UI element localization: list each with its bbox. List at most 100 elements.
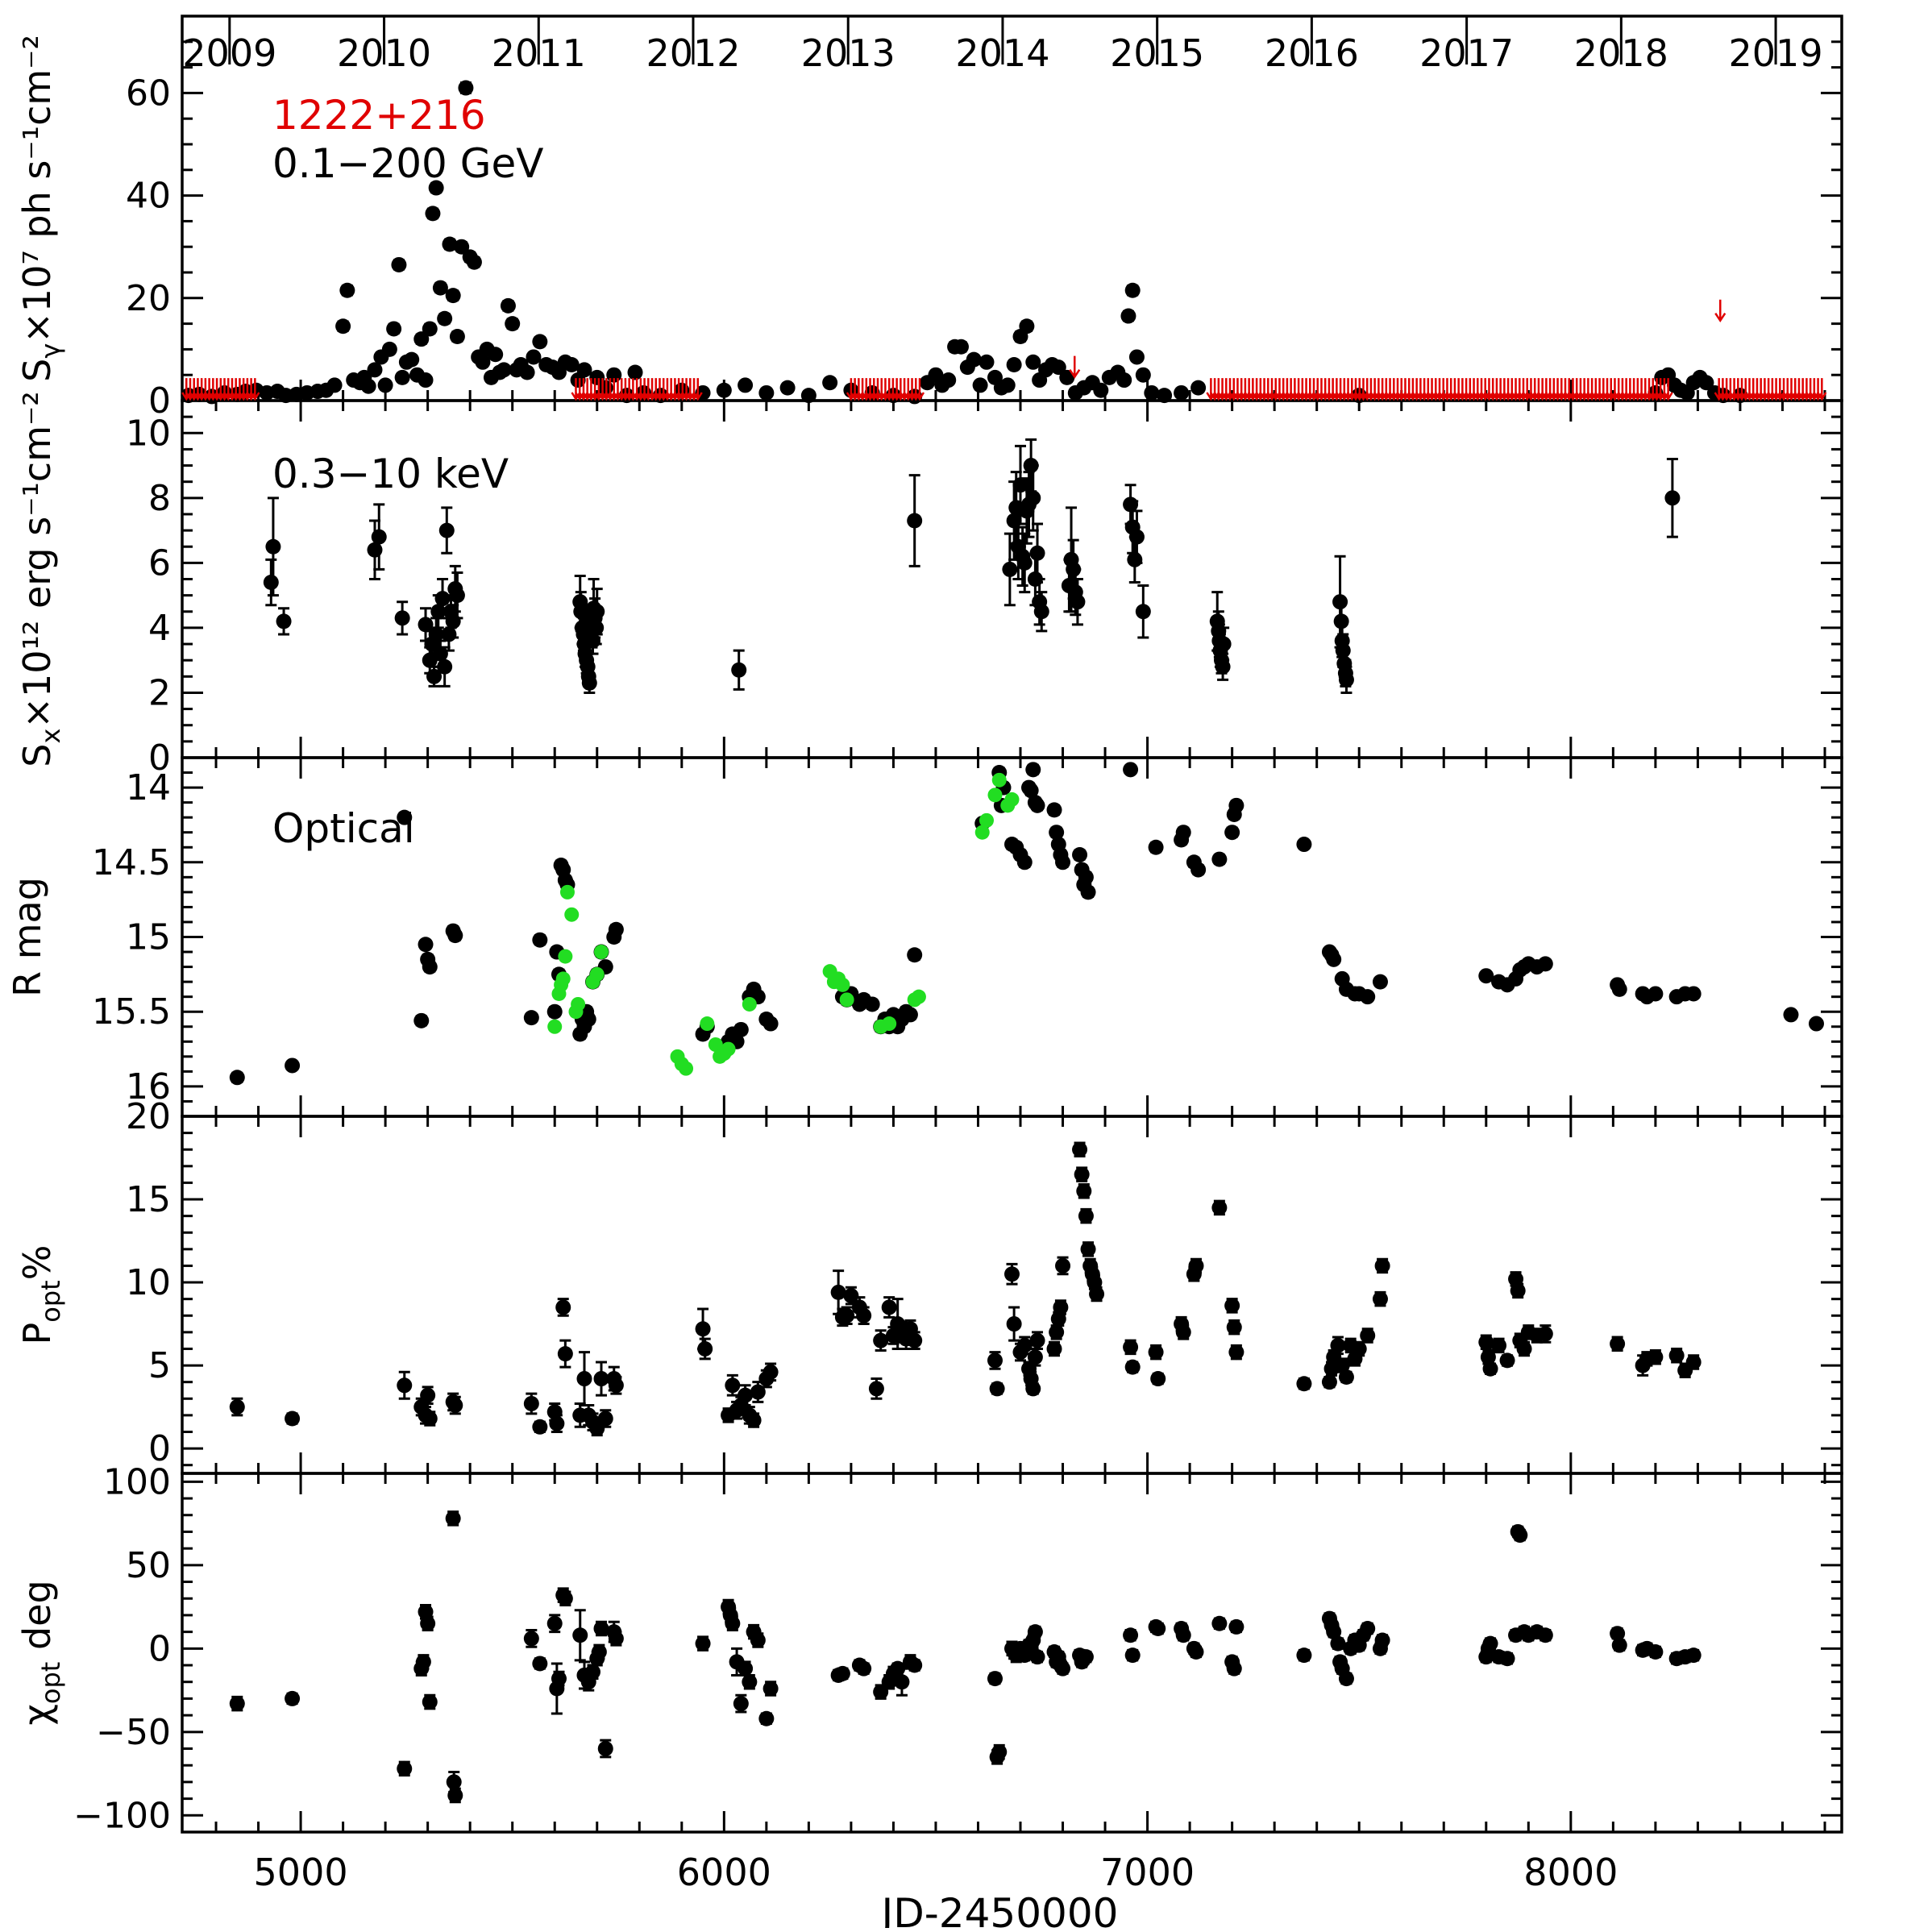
y-tick-label: 14 [126,767,171,808]
upper-limit-arrow [1725,378,1735,401]
upper-limit-arrow [1069,355,1081,379]
data-point [339,282,355,298]
upper-limit-arrow [1632,378,1643,401]
y-tick-label: 40 [126,176,171,217]
data-point [987,1352,1003,1369]
upper-limit-arrow [1415,378,1426,401]
upper-limit-arrow [1407,378,1418,401]
data-point [987,787,1003,803]
upper-limit-arrow [1373,378,1384,401]
data-point [1537,1627,1553,1643]
data-point [1326,1624,1342,1640]
upper-limit-arrow [575,378,585,401]
upper-limit-arrow [582,378,592,401]
panel-frame-optical [181,756,1843,1118]
data-point [974,825,990,840]
upper-limit-arrow [895,378,906,401]
data-point [1698,375,1714,391]
upper-limit-arrow [1354,378,1365,401]
data-point [475,354,491,370]
data-point [1144,384,1160,401]
data-point [1123,762,1139,778]
data-point [523,1010,539,1026]
y-tick-label: 60 [126,73,171,114]
data-point [1127,551,1143,567]
data-point [526,349,542,365]
data-point [1175,1627,1191,1643]
upper-limit-arrow [1643,378,1655,401]
data-point [1611,1637,1627,1653]
upper-limit-arrow [1274,378,1285,401]
data-point [1016,1337,1033,1353]
upper-limit-arrow [666,378,676,401]
data-point [758,1710,775,1726]
data-point [285,1411,301,1427]
upper-limit-arrow [662,378,673,401]
data-point [991,1744,1008,1760]
data-point [1215,636,1232,652]
data-point [750,1632,766,1648]
upper-limit-arrow [880,378,891,401]
y-tick-label: 50 [126,1545,171,1586]
upper-limit-arrow [685,378,696,401]
y-tick-label: 100 [103,1461,171,1502]
upper-limit-arrow [605,378,616,401]
upper-limit-arrow [1308,378,1319,401]
upper-limit-arrow [185,378,196,401]
upper-limit-arrow [1320,378,1331,401]
data-point [422,1411,438,1427]
data-point [500,297,516,314]
data-point [428,180,444,196]
data-point [1089,1286,1105,1302]
data-point [1296,1376,1312,1392]
data-point [868,1381,884,1397]
upper-limit-arrow [688,378,700,401]
data-point [894,1674,910,1690]
y-tick-label: 20 [126,278,171,319]
panel-frame-angle [181,1472,1843,1834]
data-point [881,1299,897,1315]
data-point [1078,1208,1094,1224]
upper-limit-arrow [1484,378,1494,401]
data-point [1029,545,1045,561]
data-point [1072,1141,1088,1157]
upper-limit-arrow [1809,378,1819,401]
data-point [386,321,402,337]
upper-limit-arrow [620,378,631,401]
y-axis-label-xray: Sx×10¹² erg s⁻¹cm⁻² [15,391,66,767]
data-point [447,1787,463,1803]
upper-limit-arrow [1453,378,1464,401]
data-point [1296,1647,1312,1664]
data-point [1685,986,1702,1002]
data-point [593,1620,609,1636]
upper-limit-arrow [1350,378,1361,401]
upper-limit-arrow [1400,378,1411,401]
upper-limit-arrow [617,378,627,401]
upper-limit-arrow [597,378,608,401]
upper-limit-arrow [1446,378,1456,401]
data-point [449,329,465,344]
upper-limit-arrow [1610,378,1620,401]
data-point [1610,1626,1626,1642]
upper-limit-arrow [1756,378,1766,401]
data-point [418,372,434,388]
data-point [1080,884,1096,900]
upper-limit-arrow [1594,378,1605,401]
data-point [1116,372,1132,388]
data-point [695,1321,711,1337]
data-point [1296,837,1312,853]
data-point [762,1364,779,1380]
series-xray-0 [263,438,1681,694]
data-point [519,364,535,380]
data-point [1124,282,1141,298]
y-tick-label: 15 [126,1179,171,1220]
data-point [1025,490,1041,506]
data-point [608,1377,624,1394]
data-point [591,1643,607,1660]
data-point [438,522,455,538]
data-point [447,1398,463,1414]
upper-limit-arrow [1476,378,1487,401]
upper-limit-arrow [650,378,661,401]
upper-limit-arrow [1328,378,1338,401]
data-point [830,1284,846,1300]
